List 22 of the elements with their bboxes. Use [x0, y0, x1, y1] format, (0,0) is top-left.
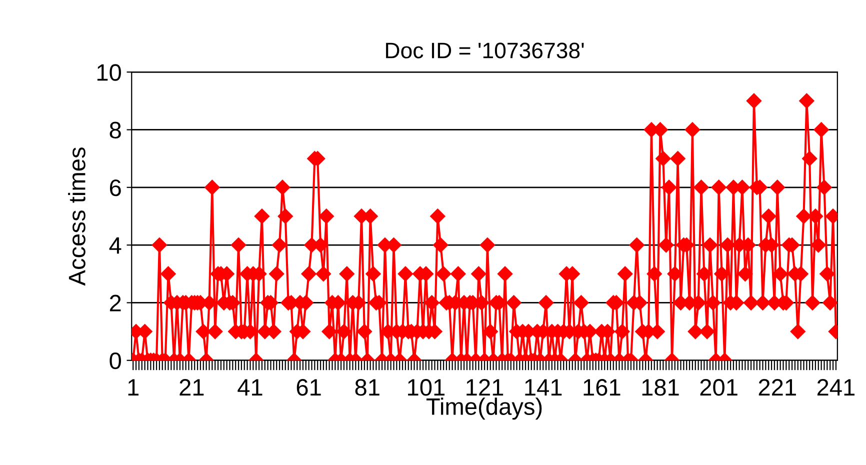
- y-tick-label: 0: [110, 352, 121, 370]
- x-tick-label: 41: [238, 379, 262, 396]
- x-axis-title: Time(days): [426, 398, 542, 420]
- y-axis-title: Access times: [68, 148, 86, 286]
- x-tick-label: 81: [355, 379, 380, 396]
- y-tick-label: 4: [109, 237, 122, 254]
- y-tick-label: 6: [110, 179, 121, 196]
- x-tick-label: 61: [296, 379, 321, 396]
- x-tick-label: 221: [758, 379, 796, 396]
- x-tick-label: 181: [642, 379, 679, 396]
- x-tick-label: 21: [180, 379, 204, 396]
- y-tick-label: 10: [97, 64, 121, 81]
- x-tick-label: 141: [525, 379, 562, 396]
- chart-title: Doc ID = '10736738': [386, 42, 584, 58]
- x-tick-label: 161: [584, 379, 620, 396]
- y-tick-label: 8: [110, 122, 121, 139]
- y-tick-label: 2: [110, 294, 121, 312]
- x-tick-label: 241: [817, 379, 855, 396]
- x-tick-label: 101: [408, 379, 444, 396]
- x-tick-label: 1: [128, 379, 139, 396]
- x-tick-label: 121: [466, 379, 504, 396]
- x-tick-label: 201: [700, 379, 738, 396]
